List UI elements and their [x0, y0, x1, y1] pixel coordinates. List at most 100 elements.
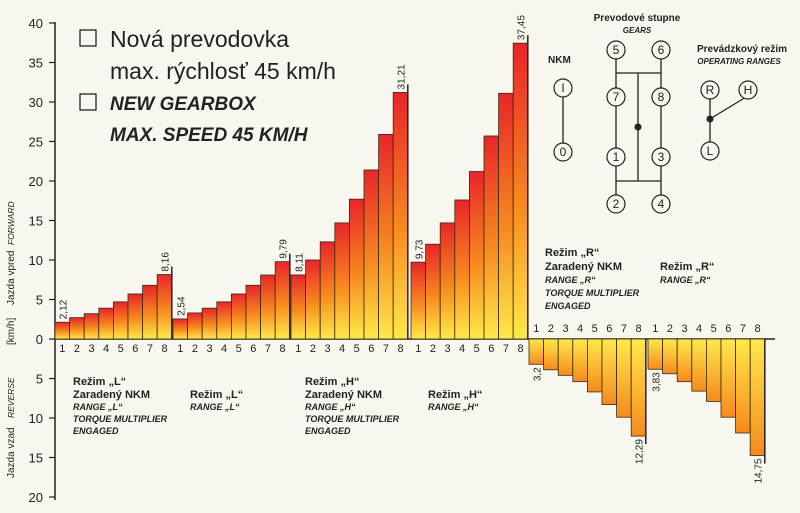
bar: [691, 338, 707, 392]
bar: [378, 133, 394, 340]
bar: [720, 338, 737, 418]
bar: [735, 338, 751, 434]
y-tick-label: 20: [29, 174, 43, 189]
value-label: 8,16: [161, 252, 172, 272]
bar: [587, 338, 603, 393]
y-tick-label: 5: [36, 293, 43, 308]
note-text: RANGE „H“: [305, 402, 356, 412]
bar: [601, 338, 618, 405]
x-tick-label: 8: [635, 323, 641, 335]
bar: [647, 338, 664, 370]
gear-position-label: 6: [658, 43, 665, 57]
gear-position: [606, 40, 626, 60]
value-label: 8,11: [294, 253, 305, 272]
bar: [127, 293, 144, 340]
bar: [543, 338, 559, 371]
x-tick-label: 8: [279, 343, 285, 355]
note-text: TORQUE MULTIPLIER: [73, 414, 168, 424]
x-tick-label: 8: [754, 323, 760, 335]
bar: [557, 338, 574, 376]
bar: [410, 261, 427, 340]
x-tick-label: 5: [354, 343, 360, 355]
bar: [363, 169, 380, 340]
x-tick-label: 4: [221, 343, 227, 355]
x-tick-label: 2: [667, 323, 673, 335]
x-tick-label: 1: [652, 323, 658, 335]
bar: [201, 307, 218, 340]
gears-title: Prevodové stupne: [594, 13, 681, 24]
bar: [245, 284, 262, 340]
bar: [260, 274, 276, 340]
x-tick-label: 6: [488, 343, 494, 355]
ranges-diagram: Prevádzkový režim OPERATING RANGES R H L: [697, 44, 787, 161]
x-tick-label: 7: [383, 343, 389, 355]
x-tick-label: 5: [118, 343, 124, 355]
note-text: RANGE „R“: [660, 275, 711, 285]
gear-position-label: 2: [613, 197, 620, 211]
range-position-r-label: R: [706, 83, 715, 97]
x-tick-label: 8: [161, 343, 167, 355]
note-text: Režim „L“: [190, 389, 243, 401]
bar: [142, 284, 158, 340]
y-tick-label: 5: [36, 372, 43, 387]
note-text: Režim „H“: [305, 376, 359, 388]
bar: [113, 301, 129, 340]
bar: [468, 171, 485, 340]
bar: [662, 338, 678, 375]
bar: [439, 222, 456, 340]
header-line4: MAX. SPEED 45 KM/H: [110, 125, 309, 146]
bar: [616, 338, 632, 418]
x-tick-label: 4: [103, 343, 109, 355]
x-tick-label: 1: [59, 343, 65, 355]
value-label: 31,21: [397, 64, 408, 89]
bar: [216, 301, 232, 340]
nkm-diagram: NKM I 0: [548, 55, 573, 162]
note-group-r-nkm: Režim „R“ Zaradený NKM RANGE „R“ TORQUE …: [545, 247, 640, 311]
note-text: Zaradený NKM: [305, 389, 382, 401]
x-tick-label: 4: [339, 343, 345, 355]
x-tick-label: 2: [310, 343, 316, 355]
y-label-reverse: Jazda vzad: [6, 427, 17, 478]
gear-position: [651, 147, 671, 167]
y-ticks: 40 35 30 25 20 15 10 5 0 5 10 15 20: [29, 16, 55, 505]
x-tick-label: 3: [444, 343, 450, 355]
x-tick-label: 5: [474, 343, 480, 355]
gear-position: [606, 147, 626, 167]
y-tick-label: 30: [29, 95, 43, 110]
note-text: Zaradený NKM: [73, 389, 150, 401]
bar: [230, 293, 247, 340]
bar: [676, 338, 693, 383]
value-label: 3,83: [651, 372, 662, 392]
note-text: RANGE „L“: [190, 402, 240, 412]
x-tick-label: 1: [533, 323, 539, 335]
x-tick-label: 2: [74, 343, 80, 355]
x-tick-label: 7: [147, 343, 153, 355]
note-group-r: Režim „R“ RANGE „R“: [660, 261, 714, 285]
bar: [483, 135, 500, 340]
value-label: 2,54: [176, 296, 187, 316]
y-tick-label: 40: [29, 16, 43, 31]
x-tick-label: 6: [368, 343, 374, 355]
gear-position: [606, 194, 626, 214]
note-group-l: Režim „L“ RANGE „L“: [190, 389, 243, 412]
note-text: RANGE „H“: [428, 402, 479, 412]
bar: [749, 338, 766, 456]
bar: [83, 313, 100, 340]
nkm-title: NKM: [548, 55, 571, 66]
bar: [630, 338, 647, 437]
range-track: [709, 96, 747, 120]
range-position-h: [738, 80, 758, 100]
x-tick-label: 2: [192, 343, 198, 355]
note-text: Režim „L“: [73, 376, 126, 388]
y-tick-label: 10: [29, 253, 43, 268]
x-tick-label: 1: [295, 343, 301, 355]
value-label: 9,73: [414, 239, 425, 259]
y-tick-label: 15: [29, 451, 43, 466]
x-tick-label: 5: [236, 343, 242, 355]
note-group-h-nkm: Režim „H“ Zaradený NKM RANGE „H“ TORQUE …: [305, 376, 400, 436]
range-position-l-label: L: [707, 144, 714, 158]
bar: [319, 241, 336, 340]
nkm-position-i: [553, 78, 573, 98]
note-text: Režim „R“: [660, 261, 714, 273]
